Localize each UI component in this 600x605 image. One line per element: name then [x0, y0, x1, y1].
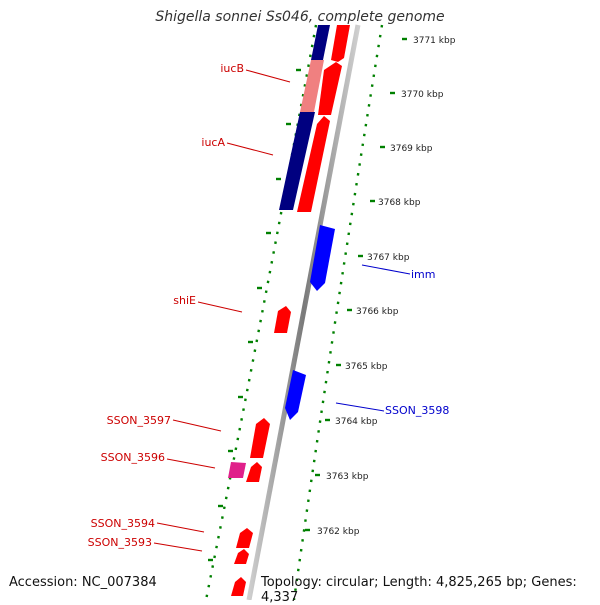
inner-tick-dashes [208, 68, 301, 562]
navy-block-iucA [279, 112, 315, 210]
label-sson3594: SSON_3594 [91, 517, 155, 530]
pink-block-iucB [300, 60, 324, 112]
tick-label-3769: 3769 kbp [390, 144, 433, 154]
map-title: Shigella sonnei Ss046, complete genome [155, 9, 445, 25]
gene-sson3594 [236, 528, 253, 548]
gene-sson3598 [285, 370, 306, 420]
gene-top-red [331, 25, 350, 62]
gene-shiE [274, 306, 291, 333]
label-shiE: shiE [173, 294, 196, 307]
leader-lines [153, 69, 411, 552]
tick-label-3771: 3771 kbp [413, 36, 456, 46]
gene-sson3597 [250, 418, 270, 458]
label-sson3598: SSON_3598 [385, 404, 449, 417]
label-sson3597: SSON_3597 [107, 414, 171, 427]
tick-labels: 3771 kbp 3770 kbp 3769 kbp 3768 kbp 3767… [317, 36, 456, 537]
tick-label-3762: 3762 kbp [317, 527, 360, 537]
gene-sson3596-magenta [228, 462, 246, 478]
backbone [246, 24, 361, 600]
gene-sson3596-red [246, 462, 262, 482]
inner-tick-circle [204, 24, 318, 600]
accession-text: Accession: NC_007384 [9, 575, 157, 590]
gene-imm [310, 225, 335, 291]
label-imm: imm [411, 268, 436, 281]
gene-sson3593 [234, 549, 249, 564]
outer-tick-circle [292, 24, 384, 600]
tick-label-3764: 3764 kbp [335, 417, 378, 427]
label-iucB: iucB [220, 62, 244, 75]
label-iucA: iucA [201, 136, 225, 149]
outer-tick-dashes [305, 37, 407, 532]
gene-labels: iucB iucA shiE SSON_3597 SSON_3596 SSON_… [88, 62, 450, 549]
tick-label-3767: 3767 kbp [367, 253, 410, 263]
tick-label-3768: 3768 kbp [378, 198, 421, 208]
tick-label-3765: 3765 kbp [345, 362, 388, 372]
tick-label-3770: 3770 kbp [401, 90, 444, 100]
gene-bottom [231, 577, 246, 596]
navy-block-top [311, 25, 330, 60]
topology-text: Topology: circular; Length: 4,825,265 bp… [261, 575, 577, 605]
tick-label-3763: 3763 kbp [326, 472, 369, 482]
gene-iucA-red [297, 116, 330, 212]
gene-iucB-red [318, 62, 342, 115]
tick-label-3766: 3766 kbp [356, 307, 399, 317]
label-sson3596: SSON_3596 [101, 451, 165, 464]
label-sson3593: SSON_3593 [88, 536, 152, 549]
